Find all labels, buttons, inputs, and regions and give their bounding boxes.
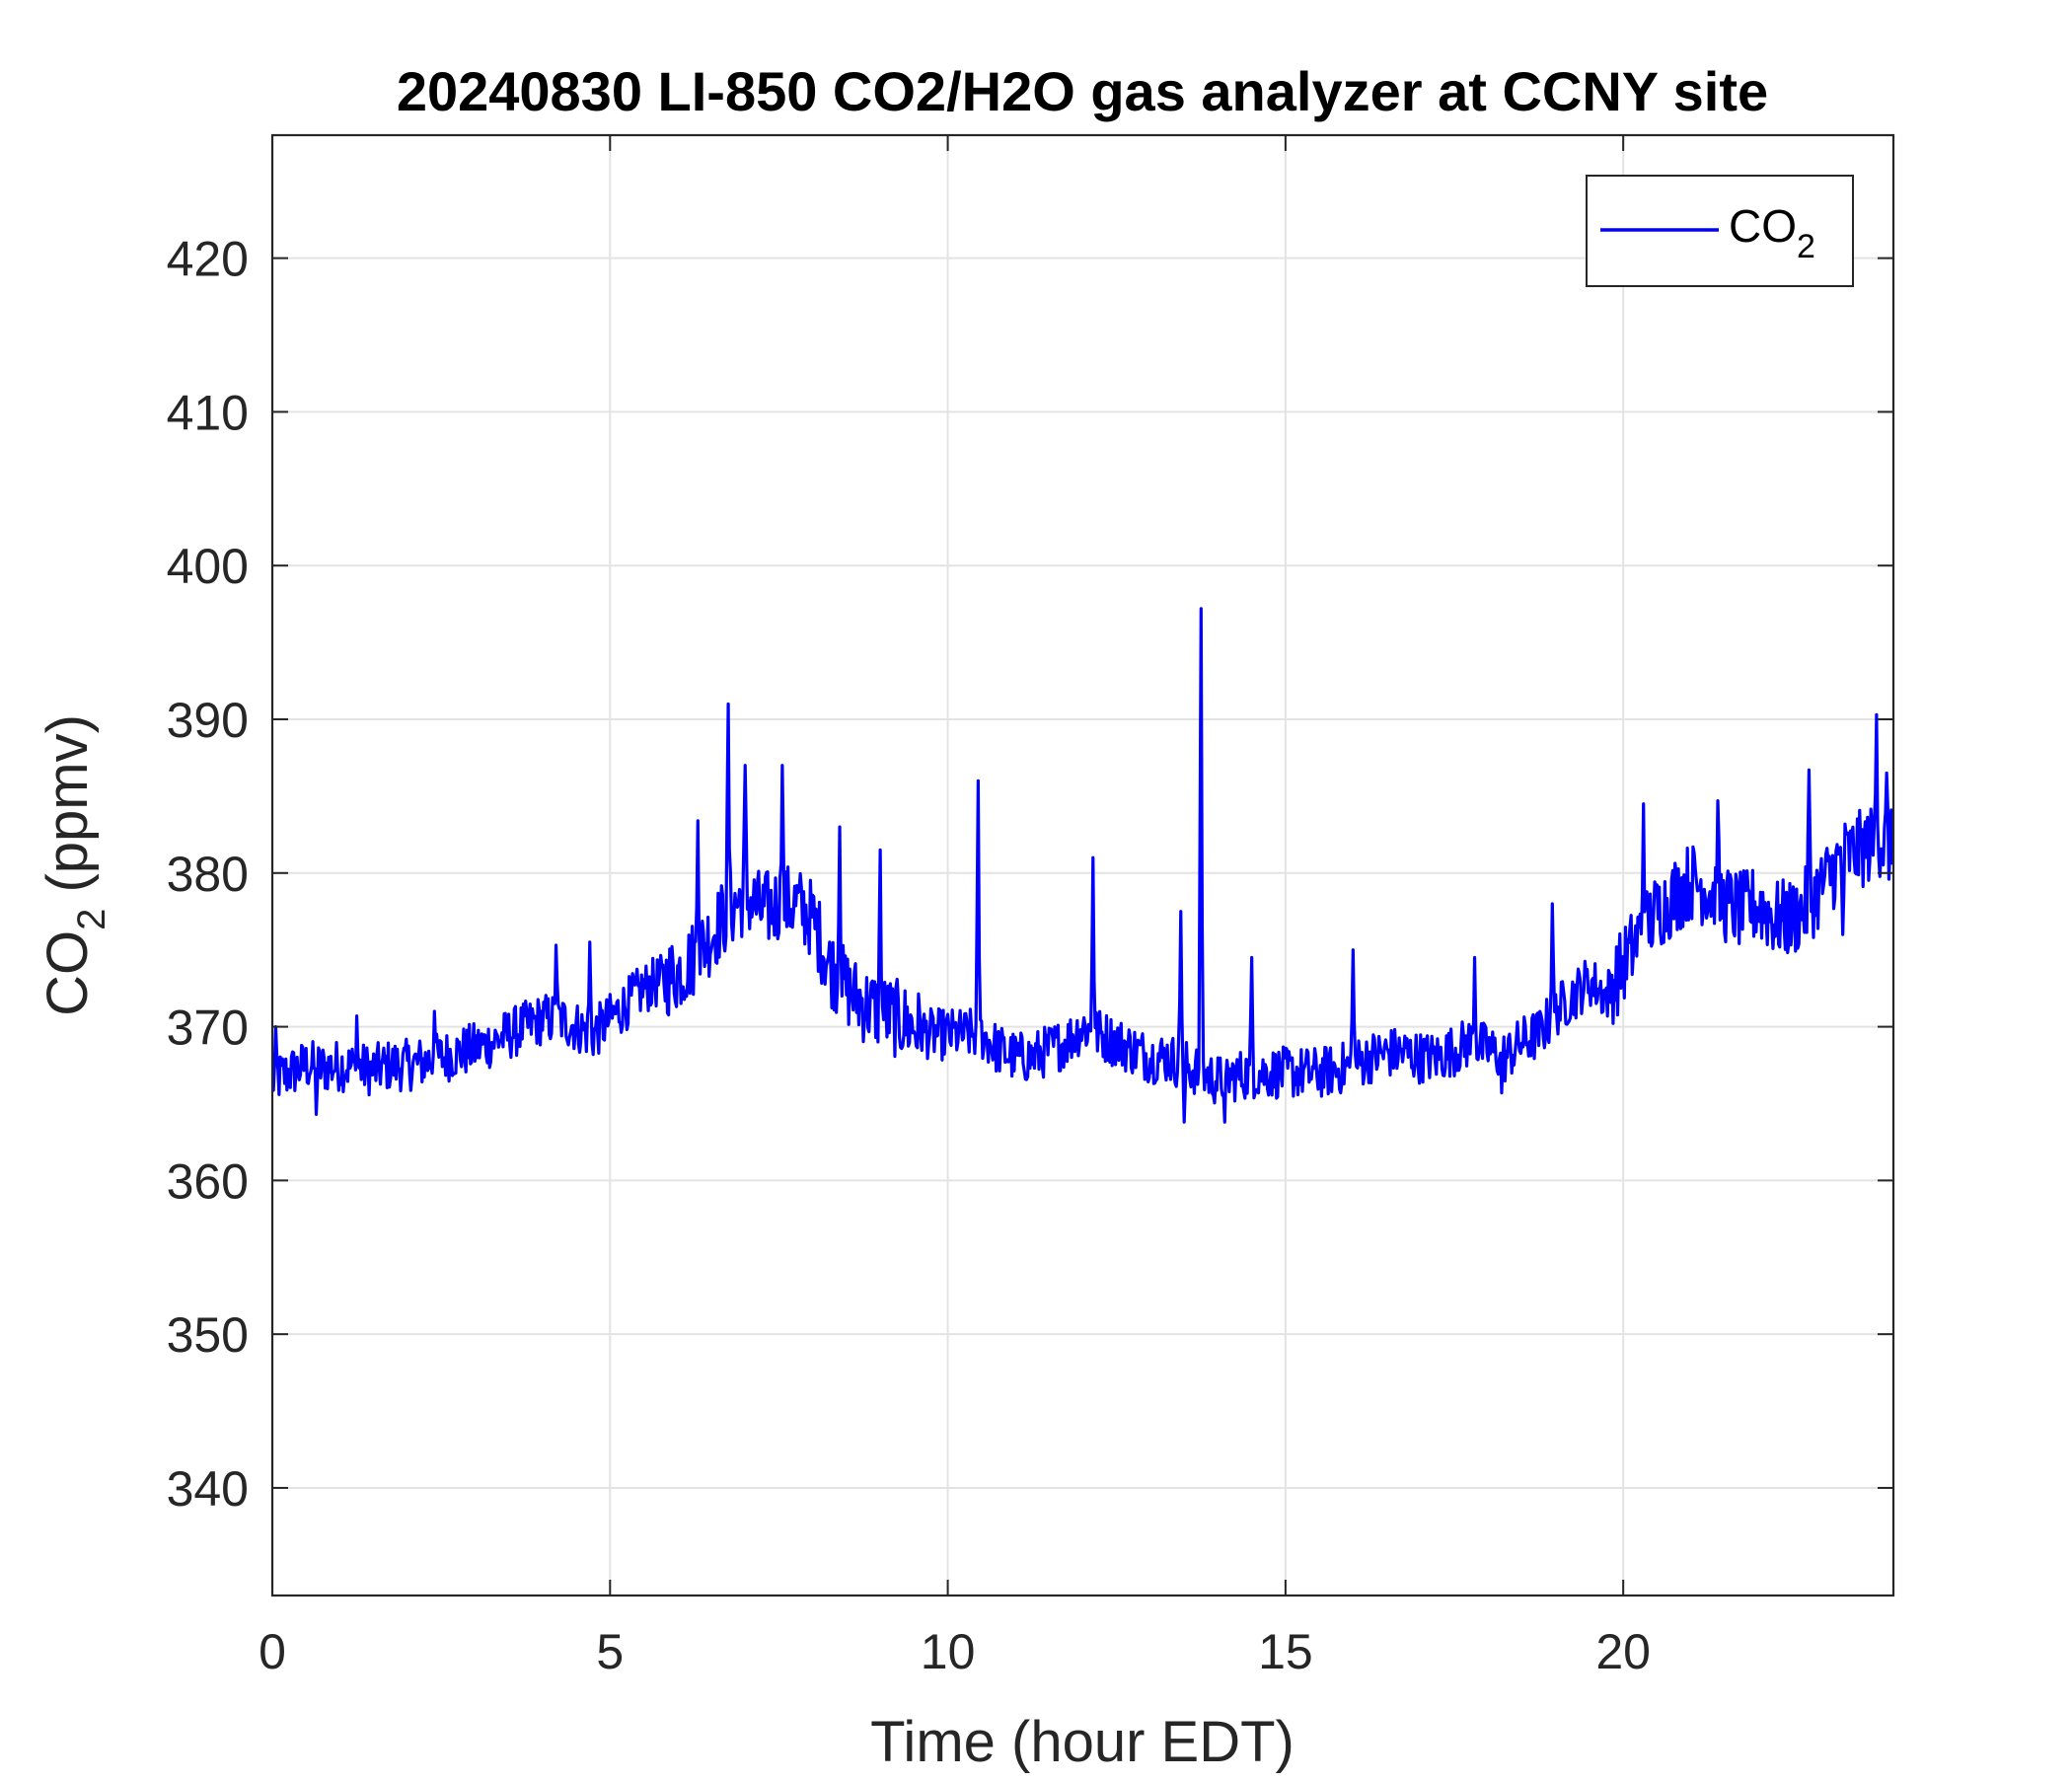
y-tick-label: 420 bbox=[167, 232, 249, 287]
y-tick-label: 380 bbox=[167, 847, 249, 902]
y-tick-label: 340 bbox=[167, 1461, 249, 1517]
axes-box bbox=[270, 133, 1895, 1597]
legend-entry-co2: CO2 bbox=[1729, 200, 1815, 265]
x-tick-label: 10 bbox=[921, 1624, 976, 1679]
y-tick-label: 350 bbox=[167, 1307, 249, 1363]
x-tick-label: 0 bbox=[259, 1624, 286, 1679]
y-axis-title-base: CO bbox=[36, 930, 100, 1016]
y-tick-label: 410 bbox=[167, 385, 249, 440]
legend-label-subscript: 2 bbox=[1797, 228, 1815, 265]
co2-series-line bbox=[272, 607, 1893, 1124]
x-tick-label: 20 bbox=[1595, 1624, 1651, 1679]
y-axis-title-subscript: 2 bbox=[70, 909, 113, 930]
legend: CO2 bbox=[1586, 175, 1854, 287]
legend-label-base: CO bbox=[1729, 200, 1797, 252]
y-axis-title-suffix: (ppmv) bbox=[36, 714, 100, 909]
ticks: 0 5 10 15 20 340 350 360 370 380 390 400 410 420 bbox=[167, 135, 1893, 1679]
chart-title: 20240830 LI-850 CO2/H2O gas analyzer at … bbox=[397, 60, 1768, 122]
x-axis-title: Time (hour EDT) bbox=[870, 1710, 1295, 1774]
plot-area bbox=[272, 135, 1893, 1595]
y-tick-label: 390 bbox=[167, 693, 249, 748]
y-axis-title: CO2 (ppmv) bbox=[36, 714, 113, 1016]
y-tick-label: 360 bbox=[167, 1153, 249, 1209]
y-tick-label: 400 bbox=[167, 539, 249, 594]
x-tick-label: 5 bbox=[596, 1624, 624, 1679]
series-layer bbox=[272, 607, 1893, 1124]
x-tick-label: 15 bbox=[1258, 1624, 1313, 1679]
y-tick-label: 370 bbox=[167, 1001, 249, 1056]
